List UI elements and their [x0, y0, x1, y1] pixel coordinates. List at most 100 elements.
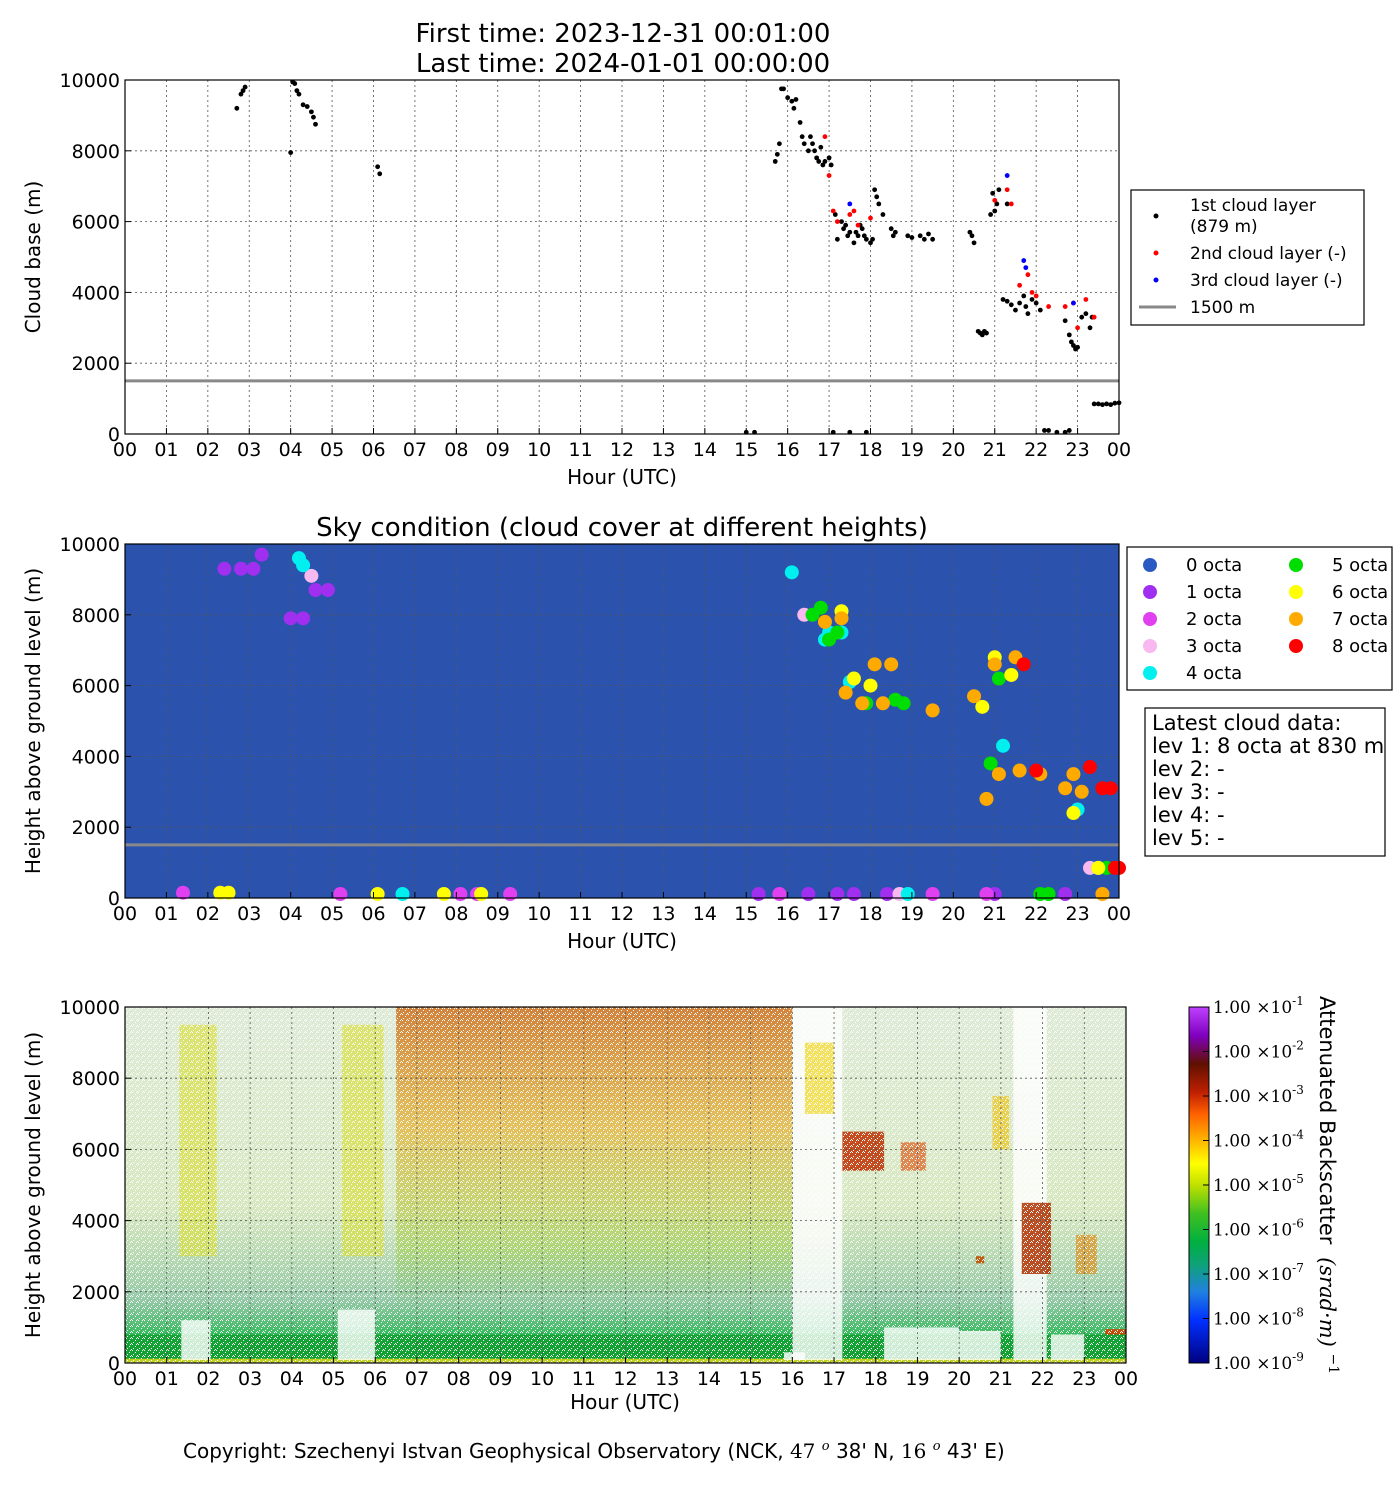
- sky-x-tick-label: 08: [444, 903, 468, 925]
- colorbar-tick-label: 1.00 ×10-9: [1213, 1350, 1304, 1374]
- sky-y-tick-label: 10000: [60, 534, 120, 556]
- cloud-layer-2-point: [1008, 201, 1014, 207]
- cloud-layer-1-point: [841, 226, 846, 232]
- cloud-layer-1-point: [892, 229, 898, 235]
- sky-legend-label: 4 octa: [1186, 663, 1242, 684]
- cloud-base-y-tick-label: 8000: [72, 141, 120, 163]
- sky-point-5-octa: [991, 671, 1006, 686]
- cloud-layer-3-point: [847, 201, 853, 207]
- sky-x-tick-label: 07: [403, 903, 427, 925]
- cloud-base-legend: 1st cloud layer (879 m) 2nd cloud layer …: [1130, 189, 1365, 326]
- backscatter-x-tick-label: 01: [155, 1368, 179, 1390]
- sky-legend-marker: [1143, 558, 1157, 572]
- cloud-layer-3-point: [1021, 258, 1027, 263]
- sky-point-1-octa: [296, 611, 311, 626]
- sky-x-label: Hour (UTC): [567, 929, 677, 953]
- sky-point-4-octa: [996, 738, 1011, 753]
- backscatter-y-tick-label: 2000: [72, 1282, 120, 1304]
- sky-point-1-octa: [846, 887, 861, 901]
- cloud-layer-1-point: [845, 233, 851, 239]
- sky-point-6-octa: [863, 678, 878, 693]
- backscatter-x-tick-label: 05: [321, 1368, 345, 1390]
- footer-lat-deg: 47: [790, 1439, 815, 1463]
- cloud-layer-1-point: [921, 236, 927, 242]
- cloud-layer-1-point: [1079, 314, 1085, 320]
- sky-x-tick-label: 20: [941, 903, 965, 925]
- cloud-layer-3-point: [1004, 173, 1010, 178]
- cloud-layer-1-point: [994, 201, 1000, 207]
- sky-legend-label: 1 octa: [1186, 582, 1242, 603]
- sky-x-tick-label: 14: [693, 903, 717, 925]
- cloud-layer-1-point: [816, 159, 822, 164]
- cloud-layer-2-point: [868, 215, 873, 221]
- cloud-layer-1-point: [888, 226, 894, 232]
- cloud-layer-1-point: [859, 226, 865, 232]
- sky-point-3-octa: [304, 568, 319, 583]
- cloud-layer-1-point: [905, 233, 911, 239]
- sky-y-tick-label: 8000: [72, 605, 120, 627]
- footer-lon-rest: 43' E): [947, 1439, 1005, 1463]
- sky-legend-label: 6 octa: [1332, 582, 1388, 603]
- colorbar-label: Attenuated Backscatter: [1315, 996, 1339, 1245]
- colorbar-unit-exp: −1: [1325, 1354, 1341, 1375]
- sky-legend-marker: [1143, 612, 1157, 626]
- sky-point-8-octa: [1029, 763, 1044, 778]
- cloud-base-y-label: Cloud base (m): [21, 181, 45, 334]
- cloud-layer-1-point: [890, 233, 896, 239]
- sky-x-tick-label: 23: [1065, 903, 1089, 925]
- sky-point-1-octa: [254, 547, 269, 562]
- colorbar-title: Attenuated Backscatter (srad·m) −1: [1315, 996, 1341, 1374]
- sky-point-7-octa: [884, 657, 899, 672]
- sky-point-7-octa: [1058, 781, 1073, 796]
- cloud-layer-2-point: [855, 222, 861, 228]
- sky-legend-marker: [1143, 585, 1157, 599]
- sky-point-5-octa: [1041, 887, 1056, 901]
- backscatter-x-tick-label: 23: [1072, 1368, 1096, 1390]
- cloud-base-x-tick-label: 22: [1024, 439, 1048, 461]
- cloud-layer-1-point: [851, 240, 857, 246]
- sky-point-1-octa: [308, 583, 323, 598]
- cloud-base-x-tick-label: 12: [610, 439, 634, 461]
- sky-legend-label: 7 octa: [1332, 609, 1388, 630]
- cloud-layer-1-point: [930, 236, 936, 242]
- sky-x-tick-label: 10: [527, 903, 551, 925]
- cloud-layer-2-point: [830, 208, 836, 214]
- sky-point-7-octa: [838, 685, 853, 700]
- sky-legend-marker: [1289, 558, 1303, 572]
- cloud-layer-1-point: [1068, 339, 1074, 345]
- cloud-layer-1-point: [1023, 304, 1029, 309]
- backscatter-x-tick-label: 10: [530, 1368, 554, 1390]
- cloud-base-x-tick-label: 04: [279, 439, 303, 461]
- cloud-base-x-tick-label: 02: [196, 439, 220, 461]
- backscatter-y-tick-label: 6000: [72, 1139, 120, 1161]
- cloud-layer-1-point: [828, 162, 834, 168]
- cloud-layer-2-point: [1029, 290, 1035, 295]
- cloud-layer-1-point: [308, 109, 314, 115]
- cloud-layer-1-point: [1066, 332, 1072, 338]
- backscatter-x-tick-label: 04: [280, 1368, 304, 1390]
- cloud-layer-1-point: [313, 121, 318, 127]
- sky-point-6-octa: [221, 885, 236, 900]
- cloud-layer-1-point: [292, 81, 298, 86]
- sky-point-7-octa: [1074, 784, 1089, 799]
- backscatter-x-tick-label: 00: [1114, 1368, 1138, 1390]
- sky-point-8-octa: [1016, 657, 1031, 672]
- cloud-base-x-tick-label: 19: [900, 439, 924, 461]
- sky-y-tick-label: 4000: [72, 746, 120, 768]
- cloud-base-x-tick-label: 21: [983, 439, 1007, 461]
- backscatter-x-tick-label: 16: [780, 1368, 804, 1390]
- cloud-base-x-tick-label: 09: [486, 439, 510, 461]
- cloud-layer-1-point: [1075, 344, 1080, 350]
- cloud-layer-1-point: [1033, 300, 1039, 306]
- cloud-layer-1-point: [1017, 300, 1022, 306]
- sky-point-1-octa: [233, 561, 248, 576]
- sky-x-tick-label: 00: [113, 903, 137, 925]
- cloud-layer-1-point: [294, 88, 300, 94]
- cloud-layer-1-point: [814, 155, 820, 161]
- legend-layer3: 3rd cloud layer (-): [1190, 271, 1343, 291]
- sky-point-7-octa: [875, 696, 890, 711]
- sky-x-tick-label: 03: [237, 903, 261, 925]
- latest-line-1: lev 1: 8 octa at 830 m: [1152, 734, 1384, 758]
- sky-x-tick-label: 13: [651, 903, 675, 925]
